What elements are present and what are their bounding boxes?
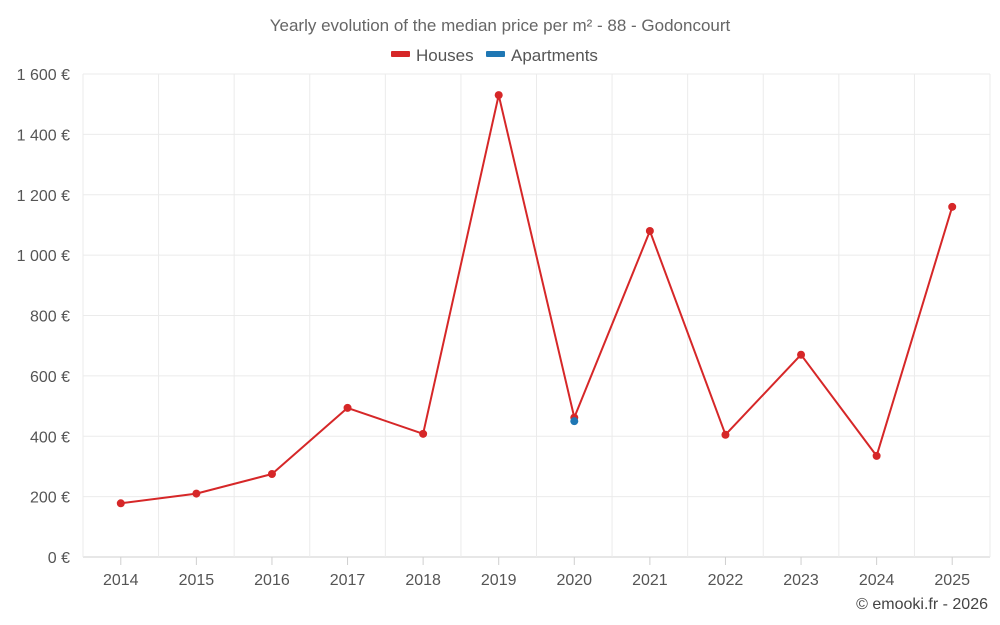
x-tick-label: 2025 (934, 572, 970, 589)
x-tick-label: 2015 (179, 572, 215, 589)
legend-label-apartments[interactable]: Apartments (511, 46, 598, 65)
data-point-apartments-2020[interactable] (570, 417, 579, 426)
x-tick-label: 2019 (481, 572, 517, 589)
x-tick-label: 2016 (254, 572, 290, 589)
x-axis-ticks: 2014 2015 2016 2017 2018 2019 2020 2021 2022 2023… (103, 557, 970, 589)
y-tick-label: 600 € (30, 369, 70, 386)
data-point-houses-2017[interactable] (343, 403, 352, 412)
data-point-houses-2021[interactable] (645, 226, 654, 235)
y-tick-label: 200 € (30, 490, 70, 507)
y-tick-label: 0 € (48, 550, 70, 567)
y-tick-label: 1 200 € (17, 188, 70, 205)
data-point-houses-2019[interactable] (494, 91, 503, 100)
data-point-houses-2015[interactable] (192, 489, 201, 498)
data-point-houses-2025[interactable] (948, 202, 957, 211)
x-tick-label: 2024 (859, 572, 895, 589)
x-tick-label: 2014 (103, 572, 139, 589)
x-tick-label: 2020 (556, 572, 592, 589)
y-tick-label: 1 400 € (17, 127, 70, 144)
series-line-houses (120, 94, 954, 505)
chart-title: Yearly evolution of the median price per… (270, 16, 731, 35)
data-point-houses-2016[interactable] (267, 469, 276, 478)
x-tick-label: 2023 (783, 572, 819, 589)
legend-swatch-houses[interactable] (391, 51, 410, 57)
data-point-houses-2024[interactable] (872, 451, 881, 460)
legend-swatch-apartments[interactable] (486, 51, 505, 57)
y-tick-label: 400 € (30, 429, 70, 446)
credit-text: © emooki.fr - 2026 (856, 596, 988, 613)
y-tick-label: 800 € (30, 309, 70, 326)
legend: Houses Apartments (391, 46, 598, 65)
data-point-houses-2022[interactable] (721, 430, 730, 439)
legend-label-houses[interactable]: Houses (416, 46, 474, 65)
x-tick-label: 2021 (632, 572, 668, 589)
data-point-houses-2018[interactable] (419, 429, 428, 438)
data-point-houses-2023[interactable] (797, 350, 806, 359)
grid (82, 73, 991, 558)
y-tick-label: 1 000 € (17, 248, 70, 265)
y-tick-label: 1 600 € (17, 67, 70, 84)
series-layer (116, 91, 957, 508)
x-tick-label: 2018 (405, 572, 441, 589)
data-point-houses-2014[interactable] (116, 499, 125, 508)
x-tick-label: 2022 (708, 572, 744, 589)
y-axis-ticks: 0 € 200 € 400 € 600 € 800 € 1 000 € 1 200 € 1 4… (17, 67, 70, 567)
x-tick-label: 2017 (330, 572, 366, 589)
